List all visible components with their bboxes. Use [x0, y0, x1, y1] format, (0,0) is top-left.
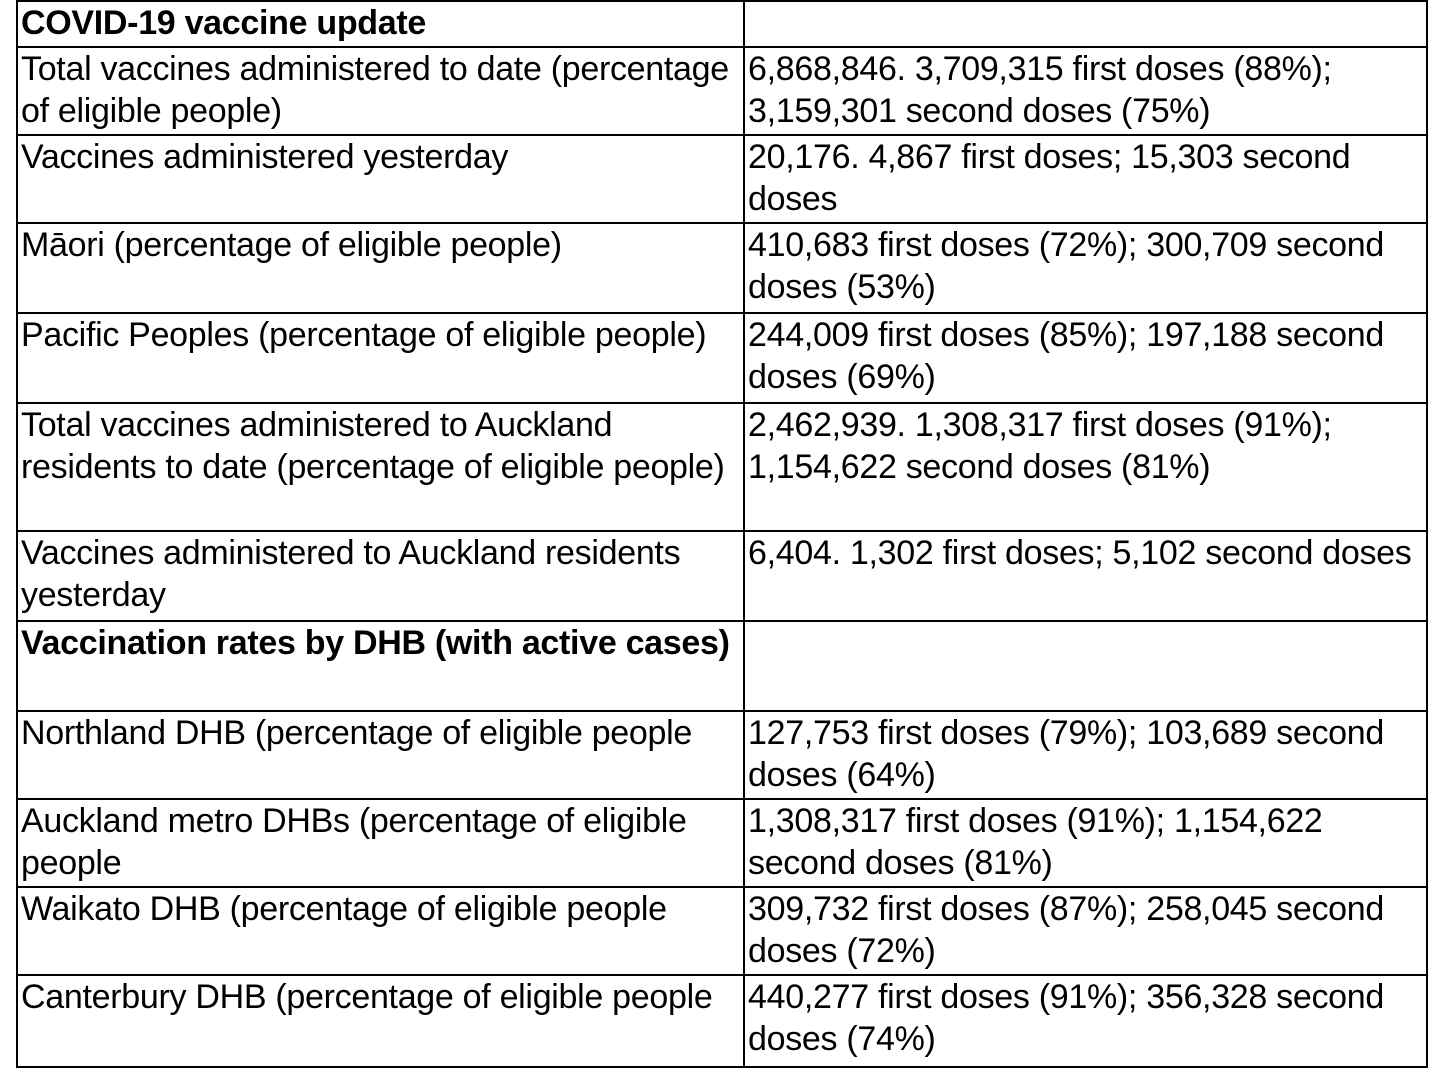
table-heading-cell: COVID-19 vaccine update: [16, 0, 745, 48]
table-value-cell: 244,009 first doses (85%); 197,188 secon…: [743, 312, 1428, 404]
vaccine-update-table: COVID-19 vaccine update Total vaccines a…: [16, 0, 1428, 1068]
table-value-cell: [743, 620, 1428, 712]
table-value-cell: 6,404. 1,302 first doses; 5,102 second d…: [743, 530, 1428, 622]
table-label-cell: Waikato DHB (percentage of eligible peop…: [16, 886, 745, 976]
table-label-cell: Canterbury DHB (percentage of eligible p…: [16, 974, 745, 1068]
table-value-cell: 440,277 first doses (91%); 356,328 secon…: [743, 974, 1428, 1068]
table-label-cell: Pacific Peoples (percentage of eligible …: [16, 312, 745, 404]
table-row: Vaccines administered to Auckland reside…: [16, 530, 1428, 622]
table-value-cell: 6,868,846. 3,709,315 first doses (88%); …: [743, 46, 1428, 136]
table-value-cell: 1,308,317 first doses (91%); 1,154,622 s…: [743, 798, 1428, 888]
table-row: Canterbury DHB (percentage of eligible p…: [16, 974, 1428, 1068]
table-heading-cell: Vaccination rates by DHB (with active ca…: [16, 620, 745, 712]
table-value-cell: 2,462,939. 1,308,317 first doses (91%); …: [743, 402, 1428, 532]
table-label-cell: Northland DHB (percentage of eligible pe…: [16, 710, 745, 800]
table-row: Vaccines administered yesterday 20,176. …: [16, 134, 1428, 224]
table-label-cell: Total vaccines administered to date (per…: [16, 46, 745, 136]
table-row: Northland DHB (percentage of eligible pe…: [16, 710, 1428, 800]
table-value-cell: [743, 0, 1428, 48]
table-row: Waikato DHB (percentage of eligible peop…: [16, 886, 1428, 976]
table-row: Māori (percentage of eligible people) 41…: [16, 222, 1428, 314]
table-label-cell: Total vaccines administered to Auckland …: [16, 402, 745, 532]
table-value-cell: 20,176. 4,867 first doses; 15,303 second…: [743, 134, 1428, 224]
vaccine-update-document: COVID-19 vaccine update Total vaccines a…: [16, 0, 1428, 1068]
table-label-cell: Vaccines administered to Auckland reside…: [16, 530, 745, 622]
table-row: Total vaccines administered to Auckland …: [16, 402, 1428, 532]
table-row: Total vaccines administered to date (per…: [16, 46, 1428, 136]
table-value-cell: 127,753 first doses (79%); 103,689 secon…: [743, 710, 1428, 800]
table-row: Pacific Peoples (percentage of eligible …: [16, 312, 1428, 404]
table-row-section-heading: Vaccination rates by DHB (with active ca…: [16, 620, 1428, 712]
table-label-cell: Auckland metro DHBs (percentage of eligi…: [16, 798, 745, 888]
table-row-title: COVID-19 vaccine update: [16, 0, 1428, 48]
table-row: Auckland metro DHBs (percentage of eligi…: [16, 798, 1428, 888]
table-value-cell: 309,732 first doses (87%); 258,045 secon…: [743, 886, 1428, 976]
table-label-cell: Māori (percentage of eligible people): [16, 222, 745, 314]
table-value-cell: 410,683 first doses (72%); 300,709 secon…: [743, 222, 1428, 314]
table-label-cell: Vaccines administered yesterday: [16, 134, 745, 224]
